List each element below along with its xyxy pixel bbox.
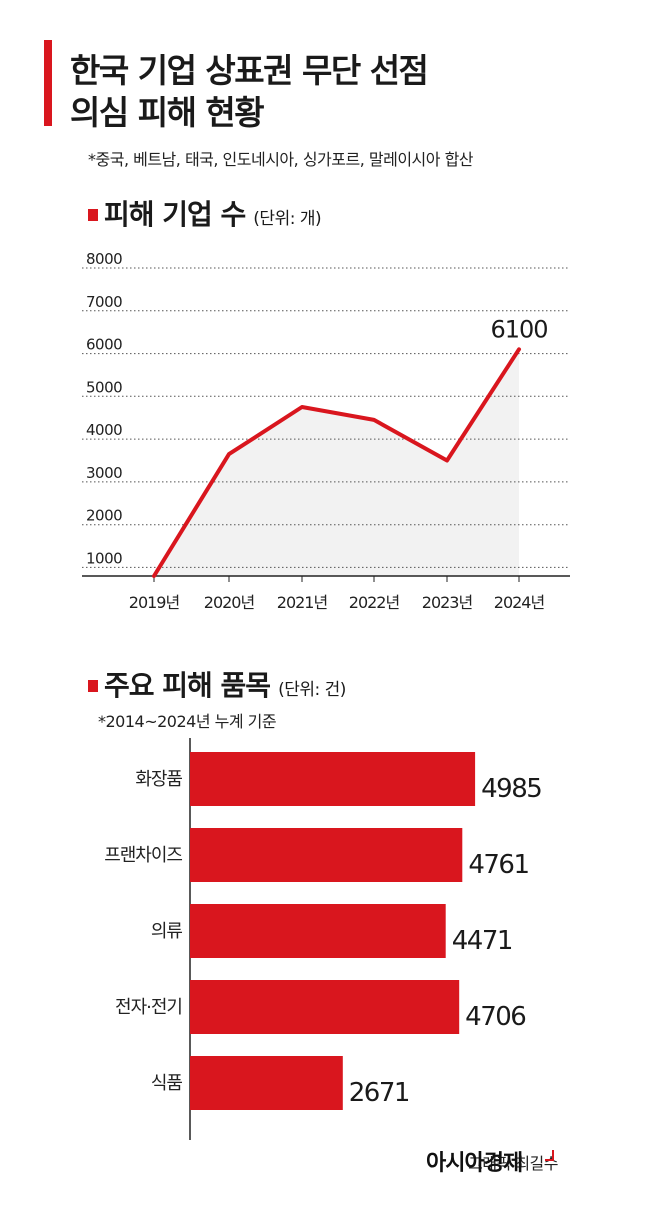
x-tick-label: 2020년	[204, 593, 255, 612]
value-label: 4761	[468, 850, 528, 880]
credit-text: 그래픽 최길수	[468, 1154, 558, 1173]
y-tick-label: 8000	[86, 250, 122, 268]
x-tick-label: 2022년	[349, 593, 400, 612]
bar	[190, 828, 463, 882]
y-tick-label: 7000	[86, 293, 122, 311]
x-tick-label: 2021년	[277, 593, 328, 612]
header-note: *중국, 베트남, 태국, 인도네시아, 싱가포르, 말레이시아 합산	[88, 150, 474, 169]
bar-section-title-text: 주요 피해 품목	[104, 669, 271, 702]
data-label: 6100	[490, 315, 547, 343]
bar	[190, 1056, 343, 1110]
bar	[190, 980, 460, 1034]
x-tick-label: 2019년	[129, 593, 180, 612]
x-tick-label: 2024년	[494, 593, 545, 612]
bar-section-note: *2014~2024년 누계 기준	[98, 712, 277, 731]
category-label: 프랜차이즈	[104, 845, 182, 866]
line-section-unit: (단위: 개)	[253, 209, 322, 229]
line-section-title: 피해 기업 수 (단위: 개)	[104, 193, 322, 233]
value-label: 4471	[452, 926, 512, 956]
line-chart: 1000 2000 3000 4000 5000 6000 7000 8000 2019년 202…	[82, 250, 570, 612]
value-label: 4985	[481, 774, 541, 804]
bar-section-marker	[88, 680, 98, 692]
line-section-marker	[88, 209, 98, 221]
y-tick-label: 2000	[86, 507, 122, 525]
category-label: 식품	[151, 1073, 183, 1094]
category-label: 의류	[151, 921, 183, 942]
series-line	[152, 347, 521, 578]
bar-section-title: 주요 피해 품목 (단위: 건)	[104, 664, 346, 704]
x-tick-label: 2023년	[422, 593, 473, 612]
y-tick-label: 5000	[86, 378, 122, 396]
value-label: 2671	[349, 1078, 409, 1108]
y-tick-label: 1000	[86, 549, 122, 567]
title-accent-bar	[44, 40, 52, 126]
category-label: 전자·전기	[115, 997, 182, 1018]
category-label: 화장품	[135, 769, 182, 790]
y-tick-label: 4000	[86, 421, 122, 439]
page-title-line-1: 한국 기업 상표권 무단 선점	[70, 51, 429, 90]
value-label: 4706	[465, 1002, 525, 1032]
brand-mark-icon	[545, 1150, 554, 1161]
bar	[190, 904, 446, 958]
bar-section-unit: (단위: 건)	[278, 680, 346, 700]
page-title-line-2: 의심 피해 현황	[70, 93, 265, 132]
bar	[190, 752, 476, 806]
line-section-title-text: 피해 기업 수	[104, 198, 246, 231]
line-chart-area	[154, 349, 519, 576]
y-tick-label: 3000	[86, 464, 122, 482]
y-tick-label: 6000	[86, 336, 122, 354]
brand-logo: 아시아경제	[426, 1151, 523, 1176]
